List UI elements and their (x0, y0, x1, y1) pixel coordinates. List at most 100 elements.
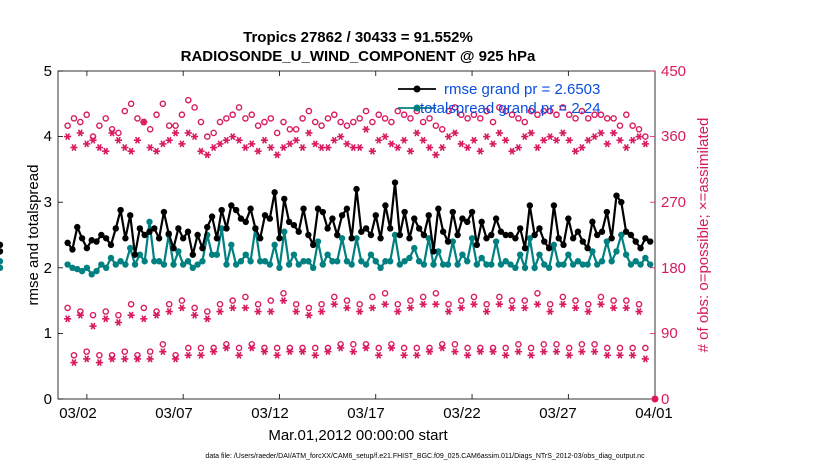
obs-assimilated-marker (260, 348, 269, 356)
rmse-line (66, 182, 651, 255)
totalspread-point (64, 261, 71, 268)
obs-possible-marker (642, 344, 649, 352)
totalspread-point (415, 258, 423, 265)
rmse-point (165, 230, 172, 237)
obs-assimilated-marker (317, 144, 326, 152)
obs-assimilated-marker (451, 129, 459, 137)
obs-assimilated-marker (470, 136, 478, 144)
totalspread-point (112, 261, 119, 268)
obs-assimilated-marker (362, 344, 370, 352)
obs-assimilated-marker (502, 351, 510, 359)
rmse-point (565, 215, 572, 222)
obs-possible-marker (121, 348, 129, 355)
rmse-point (93, 238, 100, 245)
totalspread-line (66, 221, 652, 276)
obs-possible-marker (362, 107, 370, 115)
totalspread-point (613, 248, 620, 255)
rmse-point (574, 228, 582, 235)
rmse-point (391, 179, 399, 186)
totalspread-point (468, 235, 476, 242)
rmse-point (338, 212, 346, 219)
obs-assimilated-marker (635, 133, 643, 141)
obs-assimilated-marker (222, 136, 230, 144)
rmse-point (247, 205, 254, 212)
obs-assimilated-marker (216, 308, 224, 316)
totalspread-point (430, 261, 437, 268)
obs-assimilated-marker (387, 344, 396, 352)
obs-possible-marker (400, 344, 408, 352)
rmse-point (449, 208, 456, 216)
obs-assimilated-marker (610, 129, 618, 137)
obs-assimilated-marker (584, 308, 592, 316)
obs-assimilated-marker (622, 304, 630, 312)
totalspread-point (141, 258, 148, 265)
obs-possible-marker (616, 122, 624, 129)
totalspread-point (396, 261, 404, 268)
rmse-point (290, 221, 298, 229)
obs-possible-marker (280, 118, 287, 126)
rmse-point (541, 238, 548, 245)
totalspread-point (492, 238, 500, 245)
obs-possible-marker (470, 293, 478, 301)
obs-assimilated-marker (571, 147, 580, 155)
obs-possible-marker (578, 107, 586, 115)
rmse-point (88, 237, 95, 244)
obs-assimilated-marker (210, 144, 218, 152)
totalspread-point (454, 261, 461, 268)
obs-assimilated-marker (387, 140, 396, 148)
totalspread-point (261, 258, 269, 265)
obs-assimilated-marker (603, 351, 611, 359)
obs-possible-marker (261, 118, 268, 126)
obs-possible-marker (184, 344, 192, 352)
obs-assimilated-marker (76, 311, 84, 319)
obs-possible-marker (178, 297, 186, 304)
obs-assimilated-marker (629, 136, 637, 144)
obs-possible-marker (165, 300, 173, 308)
obs-assimilated-marker (578, 144, 586, 152)
totalspread-point (309, 264, 317, 271)
rmse-point (382, 202, 389, 209)
totalspread-point (228, 241, 235, 249)
legend-spread-label: totalspread grand pr = 2.24 (420, 100, 601, 117)
obs-assimilated-marker (546, 308, 554, 316)
obs-assimilated-marker (356, 308, 364, 316)
obs-possible-marker (305, 107, 313, 115)
obs-possible-marker (629, 344, 636, 352)
obs-possible-marker (565, 344, 573, 352)
obs-possible-marker (623, 297, 630, 304)
obs-possible-marker (584, 300, 592, 308)
obs-assimilated-marker (400, 136, 408, 144)
rmse-point (136, 225, 144, 232)
obs-possible-marker (407, 297, 414, 304)
obs-assimilated-marker (171, 129, 180, 137)
obs-possible-marker (146, 126, 154, 133)
totalspread-series (0, 218, 654, 278)
obs-possible-marker (229, 297, 236, 304)
rmse-point (334, 231, 341, 239)
totalspread-point (545, 264, 553, 271)
obs-assimilated-marker (254, 308, 262, 316)
obs-possible-marker (432, 290, 440, 297)
obs-possible-marker (96, 122, 103, 129)
obs-assimilated-marker (590, 348, 599, 356)
obs-assimilated-marker (133, 136, 142, 144)
rmse-point (502, 231, 509, 239)
obs-assimilated-marker (235, 136, 243, 144)
rmse-point (589, 218, 596, 226)
obs-assimilated-marker (203, 315, 211, 323)
totalspread-point (483, 261, 490, 268)
obs-count-markers (64, 96, 659, 403)
obs-possible-marker (642, 133, 649, 140)
totalspread-point (194, 261, 201, 268)
obs-possible-marker (572, 297, 579, 304)
obs-possible-marker (96, 351, 103, 359)
y-axis-label-right: # of obs: o=possible; ×=assimilated (695, 118, 712, 353)
totalspread-point (131, 261, 139, 268)
obs-assimilated-marker (521, 304, 529, 312)
obs-possible-marker (210, 129, 217, 137)
totalspread-point (526, 235, 534, 242)
obs-possible-marker (127, 300, 135, 308)
data-file-footnote: data file: /Users/raeder/DAI/ATM_forcXX/… (205, 453, 645, 460)
obs-assimilated-marker (191, 311, 199, 319)
obs-possible-marker (407, 115, 414, 122)
